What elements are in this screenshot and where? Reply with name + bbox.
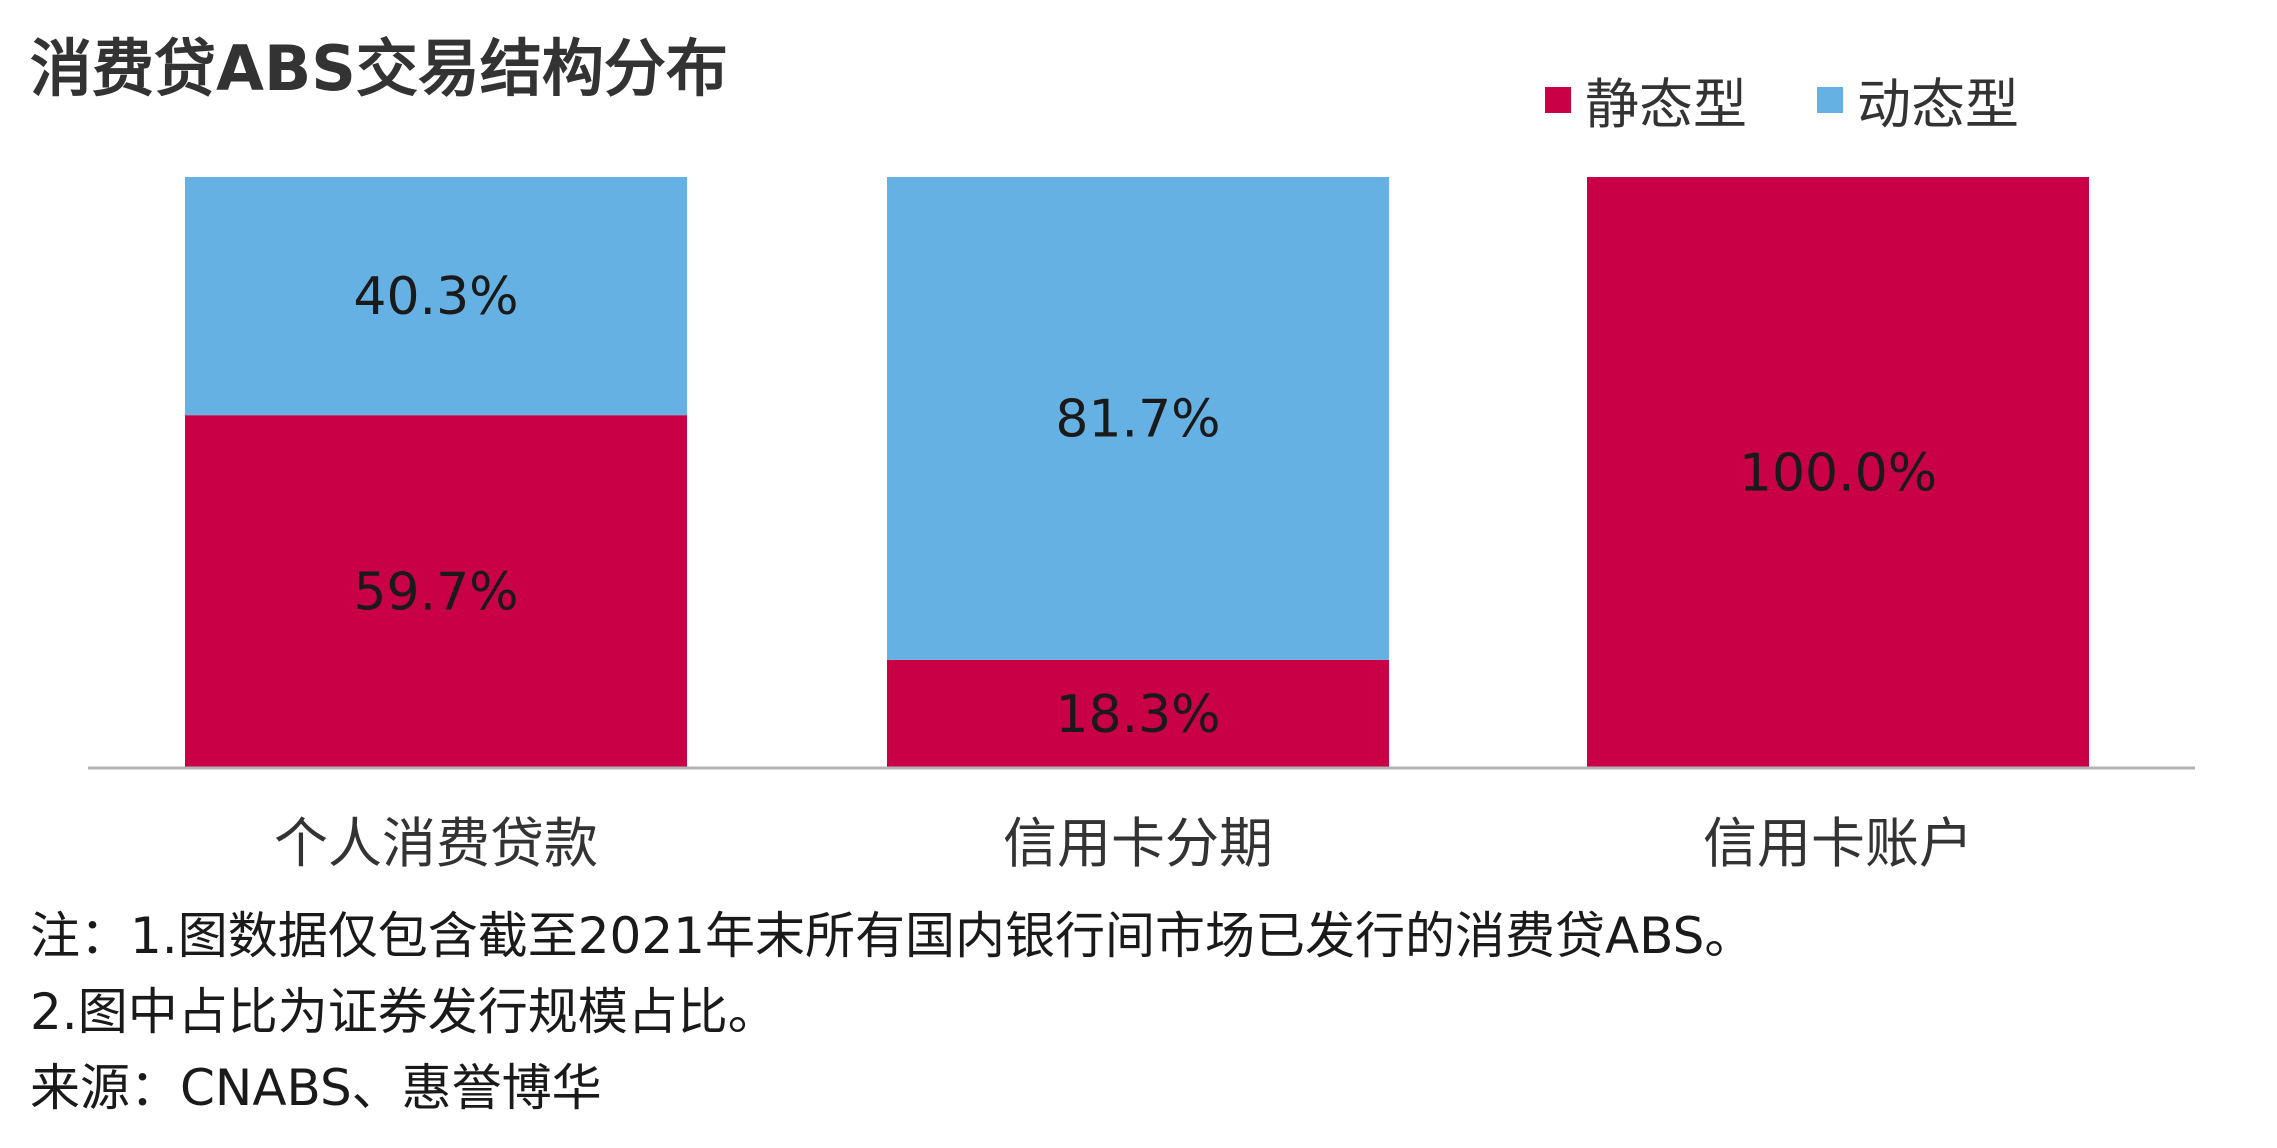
- chart-title: 消费贷ABS交易结构分布: [30, 32, 728, 105]
- data-label-static-1: 59.7%: [353, 563, 518, 623]
- data-label-static-2: 18.3%: [1055, 685, 1220, 745]
- legend: 静态型 动态型: [1545, 60, 2019, 139]
- bar-dynamic-1: [185, 177, 687, 416]
- bar-dynamic-2: [887, 177, 1389, 660]
- category-label-1: 个人消费贷款: [274, 812, 598, 875]
- category-label-3: 信用卡账户: [1703, 812, 1973, 875]
- footnotes: 注：1.图数据仅包含截至2021年末所有国内银行间市场已发行的消费贷ABS。 2…: [30, 898, 1754, 1126]
- bar-static-2: [887, 659, 1389, 768]
- data-label-dynamic-1: 40.3%: [353, 267, 518, 327]
- bar-static-1: [185, 415, 687, 768]
- stacked-bar-chart: 59.7% 40.3% 个人消费贷款 18.3% 81.7% 信用卡分期 100.0% 信用卡…: [88, 177, 2195, 875]
- data-label-static-3: 100.0%: [1739, 444, 1937, 504]
- bar-static-3: [1587, 177, 2089, 768]
- legend-item-dynamic: 动态型: [1817, 60, 2019, 139]
- category-label-2: 信用卡分期: [1003, 812, 1273, 875]
- legend-label-dynamic: 动态型: [1857, 73, 2019, 136]
- legend-swatch-static: [1545, 86, 1571, 113]
- source-line: 来源：CNABS、惠誉博华: [30, 1059, 602, 1117]
- legend-label-static: 静态型: [1585, 73, 1747, 136]
- footnote-line-2: 2.图中占比为证券发行规模占比。: [30, 983, 778, 1041]
- footnote-line-1: 注：1.图数据仅包含截至2021年末所有国内银行间市场已发行的消费贷ABS。: [30, 907, 1755, 965]
- legend-swatch-dynamic: [1817, 86, 1843, 113]
- legend-item-static: 静态型: [1545, 60, 1747, 139]
- data-label-dynamic-2: 81.7%: [1055, 389, 1220, 449]
